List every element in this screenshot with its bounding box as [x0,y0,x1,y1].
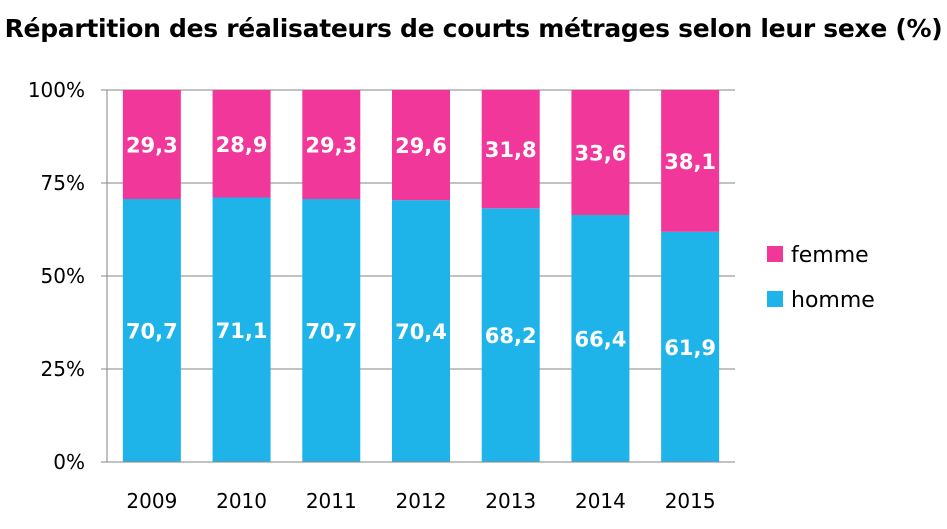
bar-homme-2012 [392,200,450,462]
bar-homme-2010 [212,197,271,462]
y-tick-label: 25% [41,357,85,381]
bar-femme-2012 [392,90,450,201]
bar-femme-2014 [571,90,630,215]
data-label-homme-2011: 70,7 [305,319,357,343]
y-tick-label: 100% [28,78,85,102]
bars: 70,7 29,3 71,1 28,9 70,7 29,3 70,4 29,6 68,2 31,8… [122,90,720,462]
data-label-homme-2010: 71,1 [216,319,268,343]
bar-femme-2009 [122,90,181,199]
bar-femme-2015 [661,90,720,232]
bar-homme-2011 [302,198,361,462]
bar-femme-2010 [212,90,271,198]
legend: femme homme [767,243,875,313]
bar-homme-2014 [571,214,630,462]
data-label-homme-2013: 68,2 [485,324,537,348]
data-label-femme-2010: 28,9 [216,133,268,157]
legend-swatch-femme [767,246,783,262]
x-tick-label-2009: 2009 [126,489,177,513]
data-label-femme-2015: 38,1 [664,150,716,174]
chart-title: Répartition des réalisateurs de courts m… [4,14,943,43]
legend-swatch-homme [767,291,783,307]
data-label-femme-2011: 29,3 [305,133,357,157]
data-label-homme-2009: 70,7 [126,319,178,343]
bar-homme-2013 [481,208,540,462]
data-label-femme-2013: 31,8 [485,138,537,162]
bar-homme-2009 [122,198,181,462]
legend-label-femme: femme [791,243,869,268]
y-tick-label: 75% [41,171,85,195]
data-label-homme-2012: 70,4 [395,320,447,344]
x-tick-label-2010: 2010 [216,489,267,513]
x-tick-label-2013: 2013 [485,489,536,513]
data-label-femme-2012: 29,6 [395,134,447,158]
y-tick-label: 0% [53,450,85,474]
bar-femme-2011 [302,90,361,199]
x-tick-label-2011: 2011 [306,489,357,513]
data-label-homme-2014: 66,4 [575,327,627,351]
data-label-femme-2014: 33,6 [575,141,627,165]
y-tick-label: 50% [41,264,85,288]
x-tick-label-2014: 2014 [575,489,626,513]
y-axis: 0% 25% 50% 75% 100% [28,78,108,474]
x-axis: 2009 2010 2011 2012 2013 2014 2015 [107,461,735,513]
bar-femme-2013 [481,90,540,209]
data-label-femme-2009: 29,3 [126,133,178,157]
bar-homme-2015 [661,231,720,462]
data-label-homme-2015: 61,9 [664,336,716,360]
legend-label-homme: homme [791,288,875,313]
x-tick-label-2012: 2012 [396,489,447,513]
x-tick-label-2015: 2015 [665,489,716,513]
